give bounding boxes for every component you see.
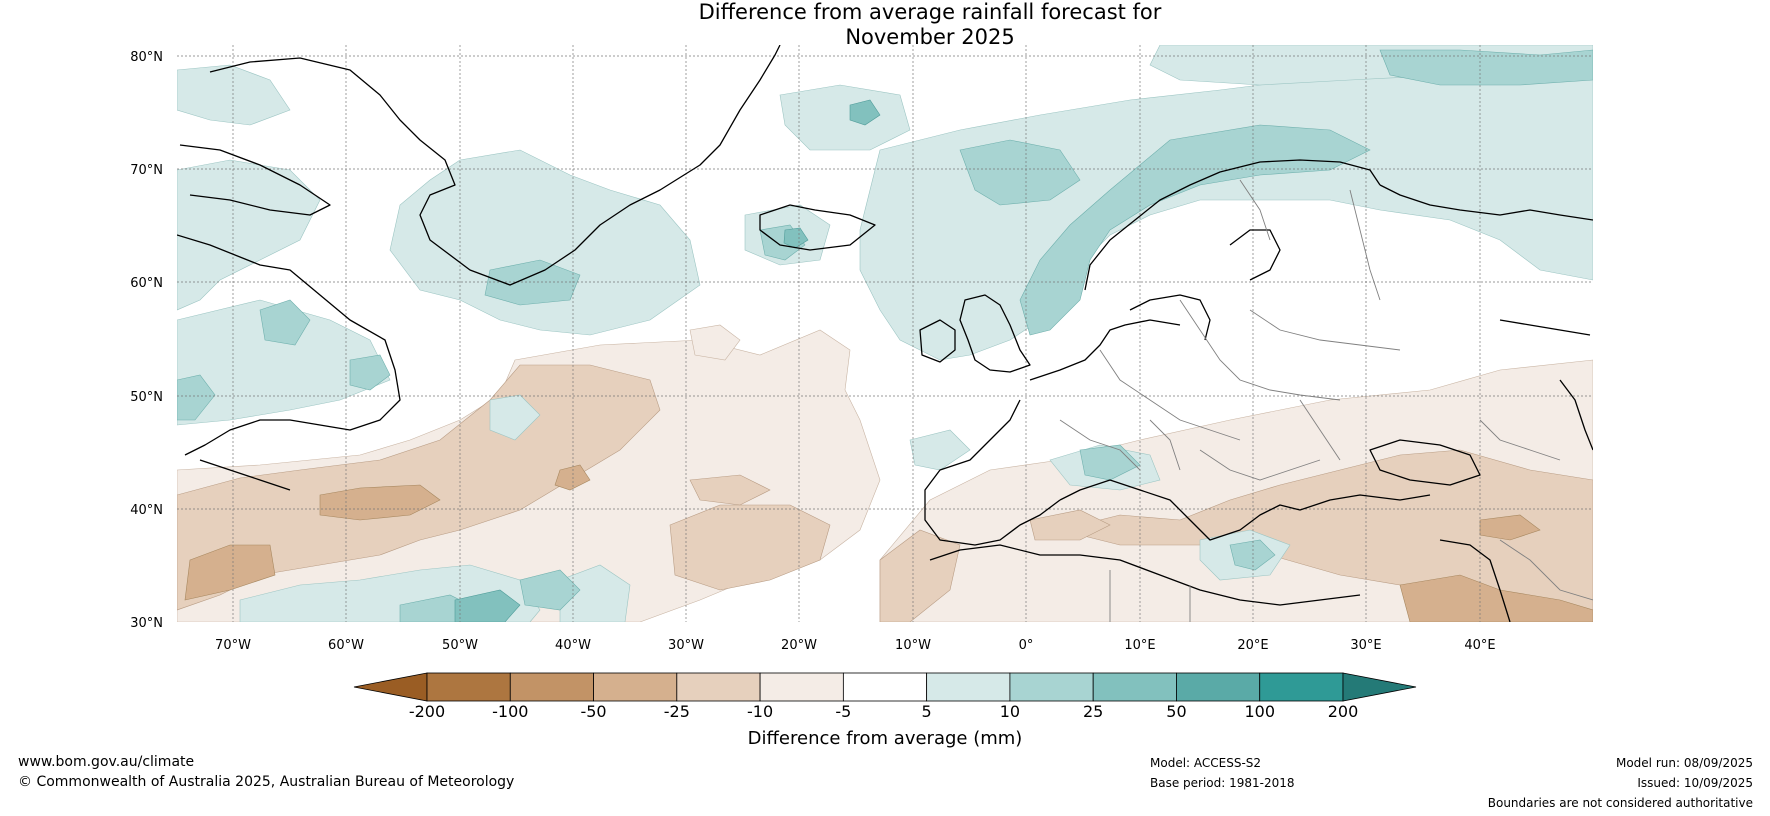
longitude-labels: 70°W 60°W 50°W 40°W 30°W 20°W 10°W 0° 10… bbox=[215, 638, 1496, 653]
website-text: www.bom.gov.au/climate bbox=[18, 754, 195, 770]
colorbar-tick-label: -200 bbox=[409, 702, 445, 721]
colorbar: -200 -100 -50 -25 -10 -5 5 10 25 50 100 200 bbox=[353, 672, 1417, 721]
lon-label-30w: 30°W bbox=[668, 638, 704, 653]
country-borders bbox=[1059, 179, 1593, 622]
lon-label-0: 0° bbox=[1019, 638, 1034, 653]
disclaimer-text: Boundaries are not considered authoritat… bbox=[1487, 796, 1753, 810]
colorbar-over-arrow bbox=[1342, 672, 1417, 702]
graticule bbox=[177, 45, 1593, 622]
colorbar-tick-label: 100 bbox=[1244, 702, 1275, 721]
copyright-text: © Commonwealth of Australia 2025, Austra… bbox=[18, 774, 515, 790]
lon-label-10w: 10°W bbox=[895, 638, 931, 653]
colorbar-tick-label: 10 bbox=[1000, 702, 1020, 721]
lat-label-70n: 70°N bbox=[130, 163, 163, 178]
colorbar-segment bbox=[426, 672, 511, 702]
colorbar-segment bbox=[1176, 672, 1261, 702]
base-period-text: Base period: 1981-2018 bbox=[1150, 776, 1295, 790]
coastlines bbox=[177, 45, 1593, 622]
colorbar-segment bbox=[593, 672, 678, 702]
latitude-labels: 80°N 70°N 60°N 50°N 40°N 30°N bbox=[130, 50, 163, 631]
colorbar-tick-label: -5 bbox=[835, 702, 851, 721]
title-line-1: Difference from average rainfall forecas… bbox=[698, 0, 1162, 24]
colorbar-tick-label: 200 bbox=[1328, 702, 1359, 721]
lat-label-50n: 50°N bbox=[130, 390, 163, 405]
lon-label-50w: 50°W bbox=[442, 638, 478, 653]
colorbar-tick-label: -50 bbox=[580, 702, 606, 721]
colorbar-segment bbox=[1009, 672, 1094, 702]
lon-label-30e: 30°E bbox=[1350, 638, 1381, 653]
lat-label-60n: 60°N bbox=[130, 276, 163, 291]
lon-label-20e: 20°E bbox=[1237, 638, 1268, 653]
colorbar-segment bbox=[842, 672, 928, 702]
colorbar-segment bbox=[1259, 672, 1344, 702]
lon-label-40e: 40°E bbox=[1464, 638, 1495, 653]
lon-label-10e: 10°E bbox=[1124, 638, 1155, 653]
colorbar-label: Difference from average (mm) bbox=[747, 728, 1023, 749]
colorbar-segment bbox=[759, 672, 844, 702]
colorbar-segment bbox=[926, 672, 1011, 702]
model-text: Model: ACCESS-S2 bbox=[1150, 756, 1262, 770]
colorbar-segment bbox=[676, 672, 761, 702]
colorbar-tick-label: 50 bbox=[1166, 702, 1186, 721]
colorbar-tick-label: -100 bbox=[492, 702, 528, 721]
issued-text: Issued: 10/09/2025 bbox=[1637, 776, 1753, 790]
colorbar-tick-label: -25 bbox=[664, 702, 690, 721]
rainfall-anomaly-layer bbox=[177, 45, 1593, 622]
colorbar-under-arrow bbox=[353, 672, 428, 702]
lon-label-70w: 70°W bbox=[215, 638, 251, 653]
colorbar-tick-label: 25 bbox=[1083, 702, 1103, 721]
lat-label-30n: 30°N bbox=[130, 616, 163, 631]
model-run-text: Model run: 08/09/2025 bbox=[1615, 756, 1753, 770]
lon-label-20w: 20°W bbox=[781, 638, 817, 653]
colorbar-tick-label: 5 bbox=[922, 702, 932, 721]
colorbar-segment bbox=[1092, 672, 1177, 702]
lat-label-40n: 40°N bbox=[130, 503, 163, 518]
colorbar-segment bbox=[509, 672, 594, 702]
lat-label-80n: 80°N bbox=[130, 50, 163, 65]
chart-title: Difference from average rainfall forecas… bbox=[0, 0, 1770, 50]
colorbar-tick-label: -10 bbox=[747, 702, 773, 721]
lon-label-40w: 40°W bbox=[555, 638, 591, 653]
lon-label-60w: 60°W bbox=[328, 638, 364, 653]
